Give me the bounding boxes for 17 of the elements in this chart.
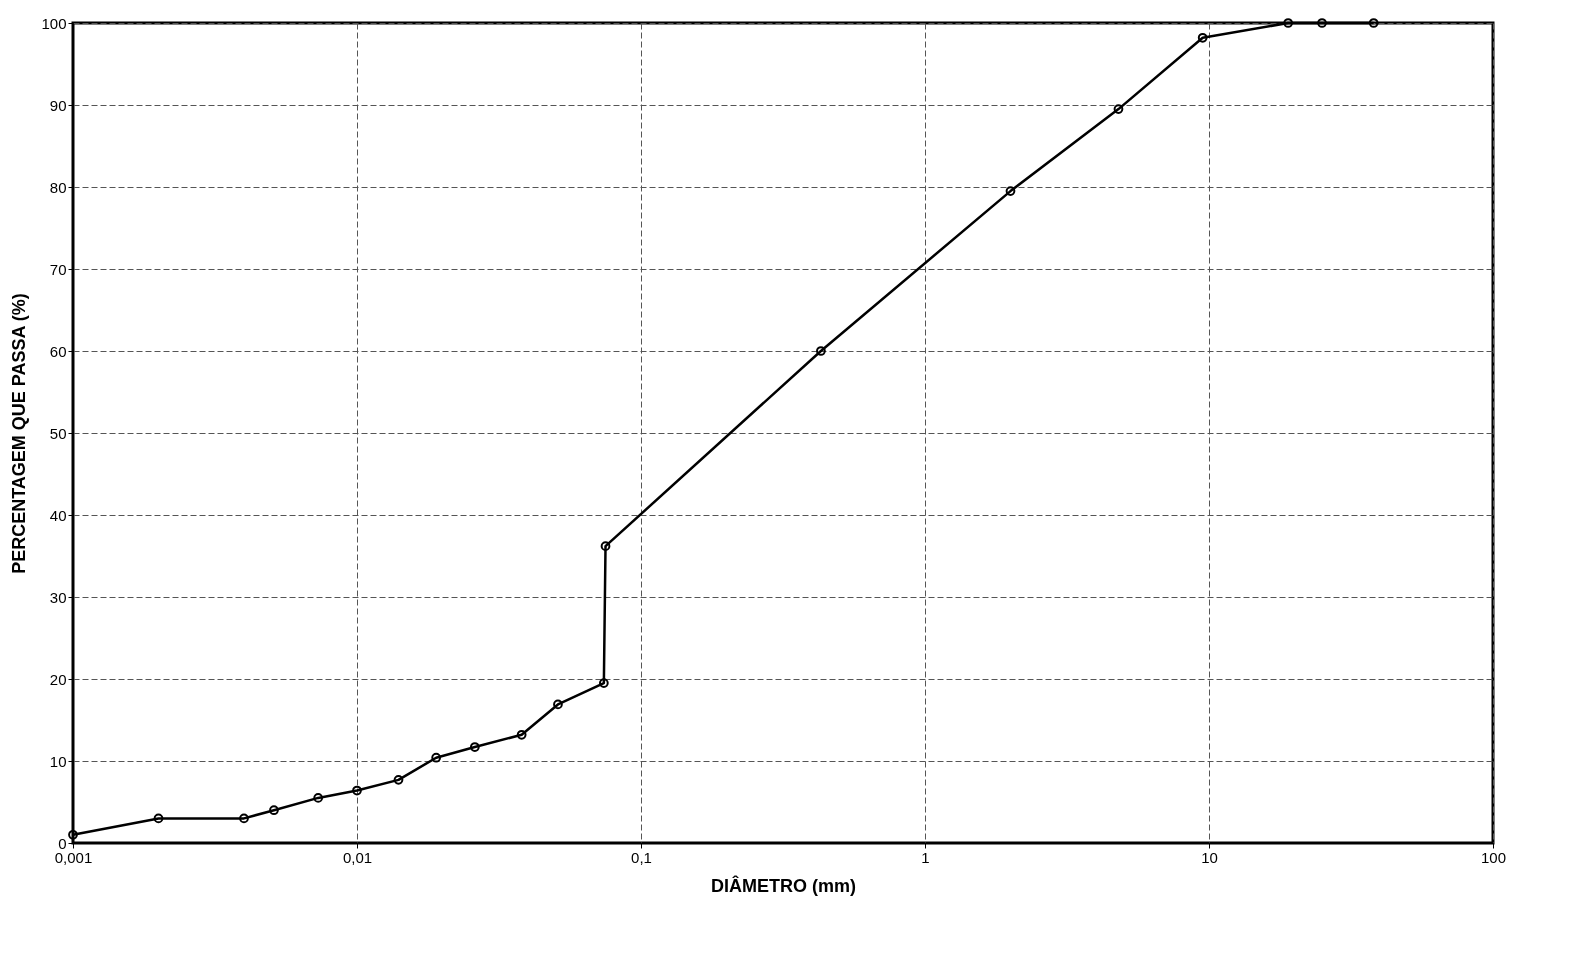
x-tick-label: 1 (921, 848, 930, 866)
x-tick-label: 0,1 (631, 848, 652, 866)
y-axis-title: PERCENTAGEM QUE PASSA (%) (9, 293, 30, 574)
y-tick-label: 50 (49, 424, 67, 442)
y-tick-label: 70 (49, 260, 67, 278)
x-tick-label: 0,01 (342, 848, 373, 866)
x-tick-label: 10 (1201, 848, 1218, 866)
y-tick-label: 100 (41, 14, 67, 32)
y-tick-label: 90 (49, 96, 67, 114)
x-axis-title: DIÂMETRO (mm) (711, 874, 856, 896)
y-tick-label: 80 (49, 178, 67, 196)
y-tick-label: 40 (49, 506, 67, 524)
y-tick-label: 10 (49, 752, 67, 770)
y-tick-label: 30 (49, 588, 67, 606)
y-tick-label: 20 (49, 670, 67, 688)
x-tick-label: 100 (1480, 848, 1507, 866)
y-tick-label: 60 (49, 342, 67, 360)
